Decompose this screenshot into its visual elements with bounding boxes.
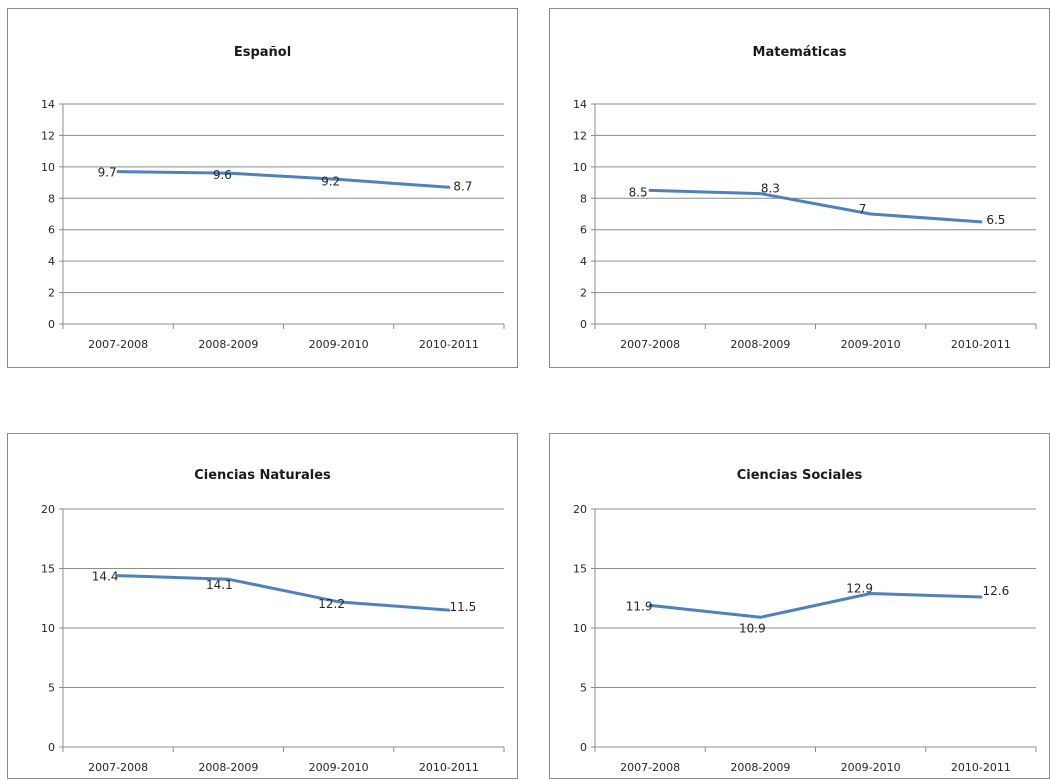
data-label: 9.7 — [98, 166, 117, 180]
y-tick-label: 8 — [580, 192, 587, 205]
x-tick-label: 2008-2009 — [198, 761, 258, 774]
y-tick-label: 4 — [580, 255, 587, 268]
chart-svg: 0 2 4 6 8 10 12 14 2007-2008 2008-2009 2009-2010 20… — [550, 9, 1050, 369]
y-tick-label: 8 — [48, 192, 55, 205]
y-tick-label: 14 — [41, 98, 55, 111]
x-tick-label: 2010-2011 — [951, 338, 1011, 351]
x-tick-label: 2009-2010 — [841, 338, 901, 351]
data-label: 11.9 — [626, 599, 653, 613]
data-label: 9.2 — [321, 174, 340, 188]
y-tick-label: 6 — [580, 224, 587, 237]
y-tick-label: 0 — [580, 318, 587, 331]
y-tick-label: 15 — [41, 563, 55, 576]
x-tick-label: 2010-2011 — [419, 338, 479, 351]
y-tick-label: 12 — [41, 129, 55, 142]
data-label: 9.6 — [213, 168, 232, 182]
y-tick-label: 14 — [573, 98, 587, 111]
data-label: 14.1 — [206, 578, 233, 592]
y-tick-label: 4 — [48, 255, 55, 268]
x-tick-label: 2007-2008 — [620, 338, 680, 351]
y-tick-label: 0 — [580, 741, 587, 754]
data-label: 7 — [859, 202, 867, 216]
y-tick-label: 10 — [41, 622, 55, 635]
data-label: 14.4 — [92, 570, 119, 584]
x-tick-label: 2007-2008 — [620, 761, 680, 774]
data-label: 12.2 — [318, 597, 345, 611]
y-tick-label: 12 — [573, 129, 587, 142]
y-tick-label: 5 — [48, 682, 55, 695]
data-label: 8.7 — [453, 179, 472, 193]
x-tick-label: 2009-2010 — [309, 761, 369, 774]
chart-svg: 0 5 10 15 20 2007-2008 2008-2009 2009-2010 2010-… — [550, 434, 1050, 780]
y-tick-label: 2 — [48, 287, 55, 300]
series-line — [650, 593, 981, 617]
data-label: 8.5 — [629, 185, 648, 199]
y-tick-label: 10 — [573, 161, 587, 174]
y-tick-label: 0 — [48, 741, 55, 754]
data-label: 11.5 — [450, 600, 477, 614]
data-label: 12.6 — [983, 584, 1010, 598]
y-tick-label: 0 — [48, 318, 55, 331]
data-label: 8.3 — [761, 182, 780, 196]
series-line — [118, 576, 449, 611]
x-tick-label: 2010-2011 — [419, 761, 479, 774]
x-tick-label: 2008-2009 — [198, 338, 258, 351]
y-tick-label: 20 — [41, 503, 55, 516]
x-tick-label: 2009-2010 — [309, 338, 369, 351]
x-tick-label: 2010-2011 — [951, 761, 1011, 774]
x-tick-label: 2009-2010 — [841, 761, 901, 774]
y-tick-label: 5 — [580, 682, 587, 695]
y-tick-label: 15 — [573, 563, 587, 576]
x-tick-label: 2007-2008 — [88, 761, 148, 774]
x-tick-label: 2007-2008 — [88, 338, 148, 351]
chart-svg: 0 2 4 6 8 10 12 14 2007-2008 2008-2009 2009-2010 20… — [8, 9, 519, 369]
data-label: 12.9 — [846, 581, 873, 595]
y-tick-label: 2 — [580, 287, 587, 300]
data-label: 6.5 — [986, 213, 1005, 227]
chart-svg: 0 5 10 15 20 2007-2008 2008-2009 2009-2010 2010-… — [8, 434, 519, 780]
y-tick-label: 20 — [573, 503, 587, 516]
data-label: 10.9 — [739, 621, 766, 635]
y-tick-label: 6 — [48, 224, 55, 237]
x-tick-label: 2008-2009 — [730, 338, 790, 351]
x-tick-label: 2008-2009 — [730, 761, 790, 774]
y-tick-label: 10 — [41, 161, 55, 174]
series-line — [650, 190, 981, 221]
series-line — [118, 172, 449, 188]
y-tick-label: 10 — [573, 622, 587, 635]
